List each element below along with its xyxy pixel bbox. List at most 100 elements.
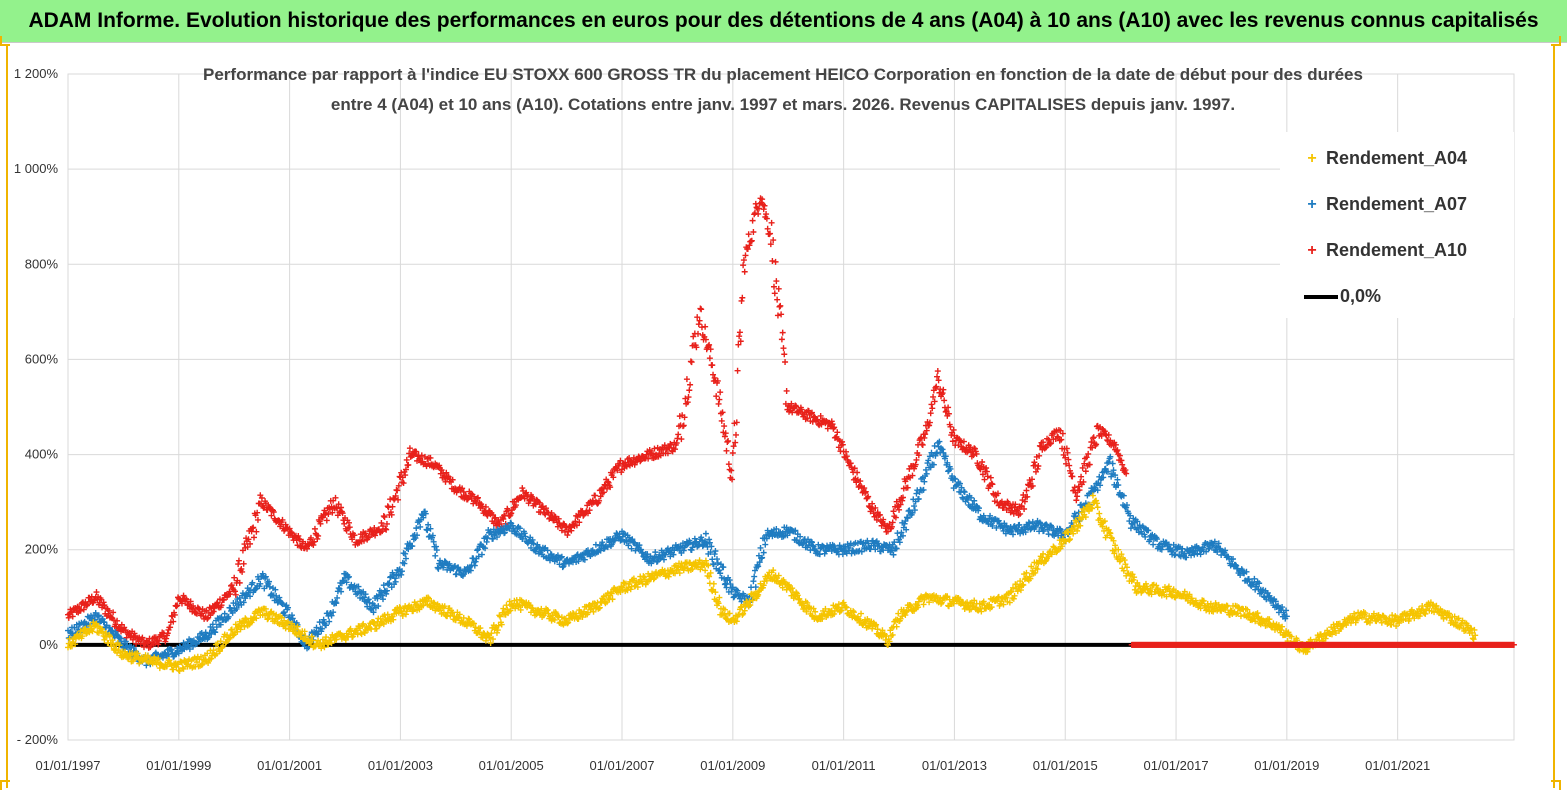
data-point xyxy=(759,554,766,561)
data-point xyxy=(474,495,481,502)
data-point xyxy=(220,596,227,603)
data-point xyxy=(767,230,774,237)
data-point xyxy=(209,621,216,628)
data-point xyxy=(459,485,466,492)
data-point xyxy=(710,580,717,587)
data-point xyxy=(721,575,728,582)
data-point xyxy=(310,541,317,548)
data-point xyxy=(599,539,606,546)
data-point xyxy=(424,527,431,534)
data-point xyxy=(383,587,390,594)
data-point xyxy=(1197,551,1204,558)
data-point xyxy=(1093,441,1100,448)
data-point xyxy=(140,644,147,651)
data-point xyxy=(1251,575,1258,582)
data-point xyxy=(735,341,742,348)
data-point xyxy=(110,609,117,616)
data-point xyxy=(162,638,169,645)
data-point xyxy=(304,545,311,552)
data-point xyxy=(929,405,936,412)
report-banner: ADAM Informe. Evolution historique des p… xyxy=(0,0,1567,43)
data-point xyxy=(989,481,996,488)
data-point xyxy=(558,527,565,534)
data-point xyxy=(547,557,553,564)
data-point xyxy=(740,592,747,599)
data-point xyxy=(793,403,800,410)
data-point xyxy=(365,533,372,540)
frame-corner xyxy=(0,780,10,790)
data-point xyxy=(869,500,876,507)
data-point xyxy=(808,539,815,546)
data-point xyxy=(93,589,100,596)
data-point xyxy=(728,467,735,474)
series-layer xyxy=(65,195,1517,675)
data-point xyxy=(339,510,346,517)
data-point xyxy=(270,509,277,516)
data-point xyxy=(338,588,345,595)
data-point xyxy=(742,252,749,259)
data-point xyxy=(632,547,639,554)
data-point xyxy=(689,544,696,551)
data-point xyxy=(706,341,713,348)
data-point xyxy=(610,474,617,481)
data-point xyxy=(828,548,835,555)
data-point xyxy=(402,466,409,473)
data-point xyxy=(873,516,880,523)
data-point xyxy=(130,644,137,651)
data-point xyxy=(1034,465,1041,472)
data-point xyxy=(584,510,591,517)
data-point xyxy=(190,602,197,609)
data-point xyxy=(144,638,151,645)
data-point xyxy=(343,579,350,586)
data-point xyxy=(839,438,846,445)
data-point xyxy=(1118,457,1125,464)
data-point xyxy=(433,547,440,554)
data-point xyxy=(1245,576,1252,583)
data-point xyxy=(311,538,318,545)
data-point xyxy=(915,452,922,459)
data-point xyxy=(484,512,491,519)
data-point xyxy=(950,426,957,433)
data-point xyxy=(474,547,481,554)
data-point xyxy=(180,592,187,599)
data-point xyxy=(427,454,434,461)
data-point xyxy=(398,568,405,575)
data-point xyxy=(1078,473,1085,480)
data-point xyxy=(717,389,724,396)
data-point xyxy=(131,630,138,637)
data-point xyxy=(65,614,72,621)
data-point xyxy=(681,414,688,421)
data-point xyxy=(244,544,251,551)
data-point xyxy=(1089,444,1096,451)
data-point xyxy=(947,465,954,472)
data-point xyxy=(964,496,971,503)
data-point xyxy=(1062,454,1069,461)
data-point xyxy=(804,415,811,422)
data-point xyxy=(1256,580,1263,587)
data-point xyxy=(746,242,753,249)
banner-title: ADAM Informe. Evolution historique des p… xyxy=(28,9,1539,32)
data-point xyxy=(1096,510,1103,517)
data-point xyxy=(313,624,320,631)
data-point xyxy=(372,532,379,539)
data-point xyxy=(187,598,194,605)
data-point xyxy=(1065,456,1072,463)
data-point xyxy=(729,584,736,591)
data-point xyxy=(707,346,714,353)
data-point xyxy=(989,522,996,529)
data-point xyxy=(609,469,616,476)
data-point xyxy=(446,560,453,567)
data-point xyxy=(432,552,439,559)
data-point xyxy=(893,545,900,552)
data-point xyxy=(773,525,780,532)
data-point xyxy=(847,460,854,467)
data-point xyxy=(529,536,536,543)
data-point xyxy=(1183,554,1190,561)
data-point xyxy=(737,338,744,345)
data-point xyxy=(792,402,799,409)
data-point xyxy=(546,515,553,522)
data-point xyxy=(920,486,927,493)
data-point xyxy=(235,557,242,564)
data-point xyxy=(1243,568,1250,575)
data-point xyxy=(1063,445,1070,452)
